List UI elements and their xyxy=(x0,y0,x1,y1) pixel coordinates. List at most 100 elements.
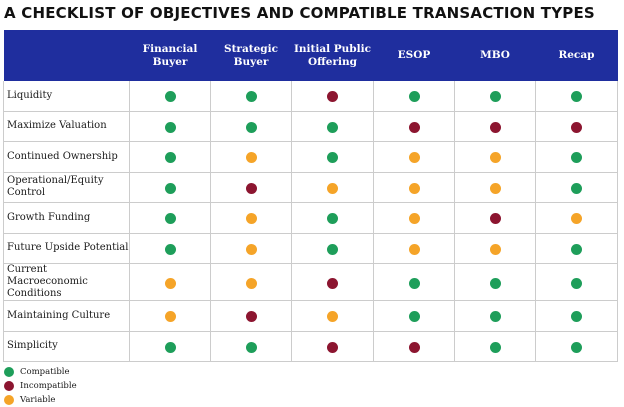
status-dot-icon xyxy=(408,243,420,255)
status-dot-icon xyxy=(327,341,338,353)
column-header-recap: Recap xyxy=(535,30,618,81)
status-dot-icon xyxy=(489,91,501,103)
table-row: Maintaining Culture xyxy=(3,300,618,332)
status-cell xyxy=(291,330,374,362)
status-dot-icon xyxy=(245,213,257,225)
status-dot-icon xyxy=(164,277,176,289)
table-header-row: Financial Buyer Strategic Buyer Initial … xyxy=(3,30,618,81)
table-row: Growth Funding xyxy=(3,202,618,234)
row-label: Simplicity xyxy=(3,330,130,362)
status-dot-icon xyxy=(408,91,420,103)
status-cell xyxy=(535,110,618,142)
row-label: Operational/Equity Control xyxy=(3,171,130,203)
legend-dot-icon xyxy=(4,367,14,377)
status-dot-icon xyxy=(245,341,257,353)
status-dot-icon xyxy=(164,121,176,133)
legend-label: Compatible xyxy=(20,367,70,377)
table-row: Simplicity xyxy=(3,330,618,362)
status-dot-icon xyxy=(164,243,176,255)
checklist-table: Financial Buyer Strategic Buyer Initial … xyxy=(3,30,618,362)
legend: Compatible Incompatible Variable xyxy=(4,365,77,407)
status-dot-icon xyxy=(327,121,338,133)
status-cell xyxy=(535,263,618,301)
status-cell xyxy=(291,171,374,203)
status-dot-icon xyxy=(245,152,257,164)
status-dot-icon xyxy=(245,311,257,323)
status-cell xyxy=(454,263,536,301)
row-label: Current Macroeconomic Conditions xyxy=(3,263,130,301)
status-dot-icon xyxy=(408,311,420,323)
row-label: Future Upside Potential xyxy=(3,232,130,264)
column-header-ipo: Initial Public Offering xyxy=(291,30,374,81)
status-cell xyxy=(129,330,211,362)
status-dot-icon xyxy=(571,277,582,289)
status-dot-icon xyxy=(245,182,257,194)
column-header-financial-buyer: Financial Buyer xyxy=(129,30,211,81)
status-cell xyxy=(454,171,536,203)
table-row: Continued Ownership xyxy=(3,141,618,173)
status-dot-icon xyxy=(408,121,420,133)
legend-item: Compatible xyxy=(4,365,77,379)
page-title: A CHECKLIST OF OBJECTIVES AND COMPATIBLE… xyxy=(4,4,595,22)
status-dot-icon xyxy=(489,341,501,353)
status-cell xyxy=(373,171,455,203)
status-cell xyxy=(210,300,292,332)
status-cell xyxy=(454,141,536,173)
status-cell xyxy=(535,300,618,332)
status-cell xyxy=(210,110,292,142)
row-label: Maximize Valuation xyxy=(3,110,130,142)
status-cell xyxy=(210,330,292,362)
header-corner xyxy=(3,30,130,81)
status-dot-icon xyxy=(571,243,582,255)
status-dot-icon xyxy=(327,213,338,225)
status-dot-icon xyxy=(327,243,338,255)
table-row: Maximize Valuation xyxy=(3,110,618,142)
row-label: Maintaining Culture xyxy=(3,300,130,332)
status-cell xyxy=(210,232,292,264)
status-dot-icon xyxy=(327,277,338,289)
status-dot-icon xyxy=(164,182,176,194)
status-cell xyxy=(373,141,455,173)
status-dot-icon xyxy=(327,311,338,323)
status-cell xyxy=(535,202,618,234)
legend-item: Incompatible xyxy=(4,379,77,393)
status-cell xyxy=(373,232,455,264)
table-body: Liquidity Maximize Valuation Continued Own… xyxy=(3,81,618,362)
status-dot-icon xyxy=(245,121,257,133)
status-dot-icon xyxy=(164,341,176,353)
status-cell xyxy=(535,330,618,362)
status-dot-icon xyxy=(489,121,501,133)
status-cell xyxy=(291,232,374,264)
status-dot-icon xyxy=(408,213,420,225)
status-cell xyxy=(210,81,292,112)
status-dot-icon xyxy=(571,341,582,353)
status-dot-icon xyxy=(245,277,257,289)
column-header-strategic-buyer: Strategic Buyer xyxy=(210,30,292,81)
status-dot-icon xyxy=(571,182,582,194)
status-cell xyxy=(210,141,292,173)
row-label: Liquidity xyxy=(3,81,130,112)
table-row: Current Macroeconomic Conditions xyxy=(3,263,618,301)
status-dot-icon xyxy=(327,152,338,164)
status-cell xyxy=(454,330,536,362)
status-cell xyxy=(454,202,536,234)
status-dot-icon xyxy=(164,213,176,225)
status-cell xyxy=(291,141,374,173)
status-cell xyxy=(291,300,374,332)
table-row: Operational/Equity Control xyxy=(3,171,618,203)
status-cell xyxy=(210,202,292,234)
status-dot-icon xyxy=(408,277,420,289)
status-cell xyxy=(129,110,211,142)
status-cell xyxy=(291,81,374,112)
status-cell xyxy=(373,110,455,142)
status-cell xyxy=(454,81,536,112)
status-dot-icon xyxy=(327,182,338,194)
status-cell xyxy=(129,171,211,203)
status-cell xyxy=(210,171,292,203)
status-cell xyxy=(373,330,455,362)
status-cell xyxy=(291,202,374,234)
status-dot-icon xyxy=(489,182,501,194)
legend-label: Variable xyxy=(20,395,56,405)
status-dot-icon xyxy=(489,277,501,289)
column-header-mbo: MBO xyxy=(454,30,536,81)
